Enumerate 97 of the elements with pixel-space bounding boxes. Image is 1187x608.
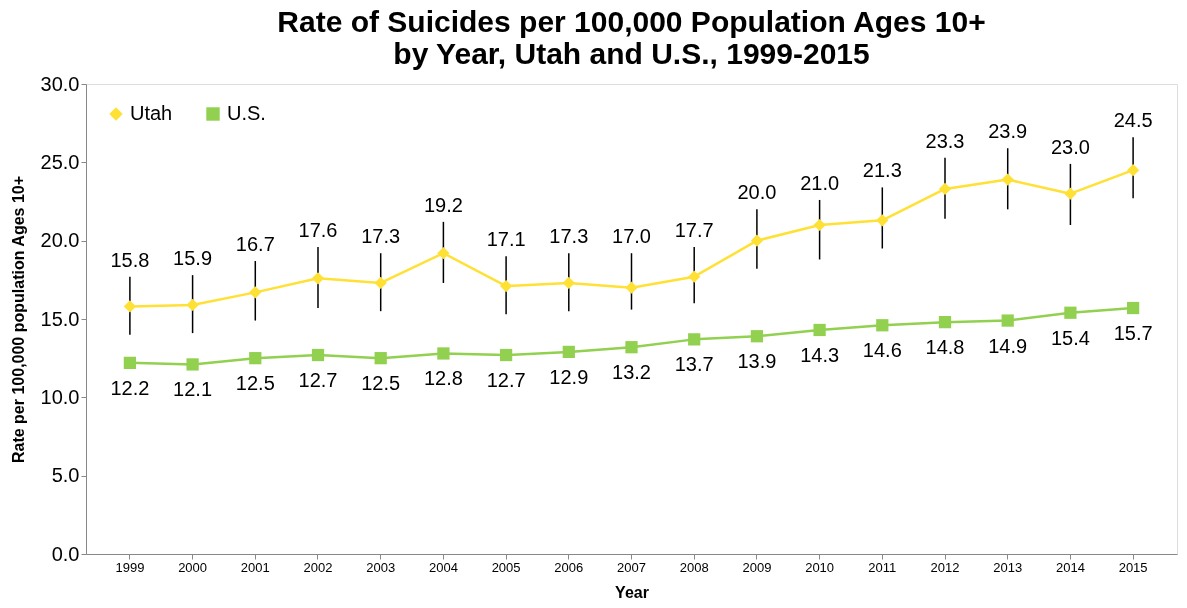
data-label: 14.9	[988, 334, 1028, 357]
point	[876, 214, 889, 227]
data-label: 12.7	[486, 369, 526, 392]
point	[813, 218, 826, 232]
data-label: 21.3	[862, 159, 902, 182]
point	[1001, 173, 1014, 186]
data-label: 19.2	[423, 193, 463, 216]
x-axis-title: Year	[615, 583, 649, 601]
point	[186, 358, 199, 371]
data-label: 23.3	[925, 129, 965, 152]
point	[625, 281, 638, 294]
point	[688, 333, 701, 346]
x-tick-label: 2012	[930, 559, 960, 575]
data-label: 13.7	[674, 353, 714, 376]
point	[1064, 187, 1077, 200]
x-tick-label: 2008	[679, 559, 709, 575]
data-label: 12.5	[235, 372, 275, 395]
data-label: 13.2	[612, 361, 651, 384]
x-tick-label: 2015	[1118, 559, 1148, 575]
legend-label: Utah	[130, 102, 173, 124]
point	[374, 352, 387, 365]
point	[1064, 306, 1077, 319]
data-label: 17.1	[486, 228, 526, 251]
y-tick-label: 0.0	[51, 542, 80, 565]
x-tick-label: 2001	[240, 559, 270, 575]
x-tick-label: 2007	[617, 559, 646, 575]
point	[499, 279, 513, 293]
y-axis-title: Rate per 100,000 population Ages 10+	[9, 175, 27, 464]
point	[437, 347, 450, 360]
point	[750, 234, 764, 247]
x-tick-label: 2011	[868, 559, 897, 575]
x-tick-label: 2006	[554, 559, 584, 575]
data-label: 17.6	[298, 218, 338, 241]
data-label: 17.7	[674, 218, 714, 241]
point	[123, 300, 137, 313]
point	[938, 182, 952, 196]
point	[249, 286, 262, 299]
y-tick-label: 10.0	[40, 385, 80, 408]
data-label: 15.9	[173, 247, 213, 270]
data-label: 17.3	[361, 225, 401, 248]
x-tick-label: 2005	[491, 559, 521, 575]
data-label: 23.9	[988, 120, 1028, 143]
data-label: 12.8	[423, 367, 463, 390]
point	[123, 356, 137, 369]
y-tick-label: 15.0	[40, 307, 80, 330]
point	[1001, 314, 1014, 327]
data-label: 17.3	[549, 225, 589, 248]
data-label: 15.4	[1050, 326, 1090, 349]
chart-title: Rate of Suicides per 100,000 Population Ages 10+ by Year, Utah and U.S., 1999-2015	[277, 5, 986, 70]
data-label: 15.8	[110, 248, 150, 271]
y-tick-label: 20.0	[40, 229, 80, 252]
point	[374, 276, 387, 290]
data-label: 12.5	[361, 372, 401, 395]
point	[625, 341, 638, 354]
point	[938, 316, 952, 329]
data-label: 17.0	[612, 225, 651, 248]
point	[499, 348, 513, 362]
x-tick-label: 2013	[993, 559, 1023, 575]
y-tick-label: 30.0	[40, 72, 80, 95]
point	[1126, 301, 1140, 315]
data-label: 20.0	[737, 181, 777, 204]
data-label: 12.7	[298, 369, 338, 392]
y-tick-label: 25.0	[40, 150, 80, 173]
x-tick-label: 2014	[1055, 559, 1085, 575]
point	[437, 247, 450, 260]
x-tick-label: 2003	[366, 559, 396, 575]
point	[876, 319, 889, 332]
point	[813, 323, 826, 337]
data-label: 16.7	[235, 233, 275, 256]
point	[562, 276, 575, 290]
x-tick-label: 1999	[115, 559, 145, 575]
x-tick-label: 2002	[303, 559, 333, 575]
data-label: 23.0	[1050, 135, 1090, 158]
x-tick-label: 2009	[742, 559, 772, 575]
data-label: 15.7	[1113, 322, 1153, 345]
data-label: 14.8	[925, 336, 965, 359]
x-tick-label: 2000	[178, 559, 208, 575]
data-label: 13.9	[737, 350, 777, 373]
point	[688, 270, 701, 283]
data-label: 24.5	[1113, 109, 1153, 132]
point	[562, 345, 575, 359]
point	[311, 272, 325, 285]
point	[750, 330, 764, 343]
data-label: 12.2	[110, 376, 150, 399]
legend-label: U.S.	[227, 102, 266, 124]
point	[1126, 164, 1140, 177]
data-label: 12.9	[549, 365, 589, 388]
data-label: 12.1	[173, 378, 213, 401]
data-label: 21.0	[800, 171, 840, 194]
point	[311, 348, 325, 362]
point	[249, 352, 262, 365]
point	[186, 298, 199, 312]
y-tick-label: 5.0	[51, 464, 80, 487]
x-tick-label: 2004	[428, 559, 458, 575]
data-label: 14.6	[862, 339, 902, 362]
data-label: 14.3	[800, 343, 840, 366]
x-tick-label: 2010	[805, 559, 835, 575]
